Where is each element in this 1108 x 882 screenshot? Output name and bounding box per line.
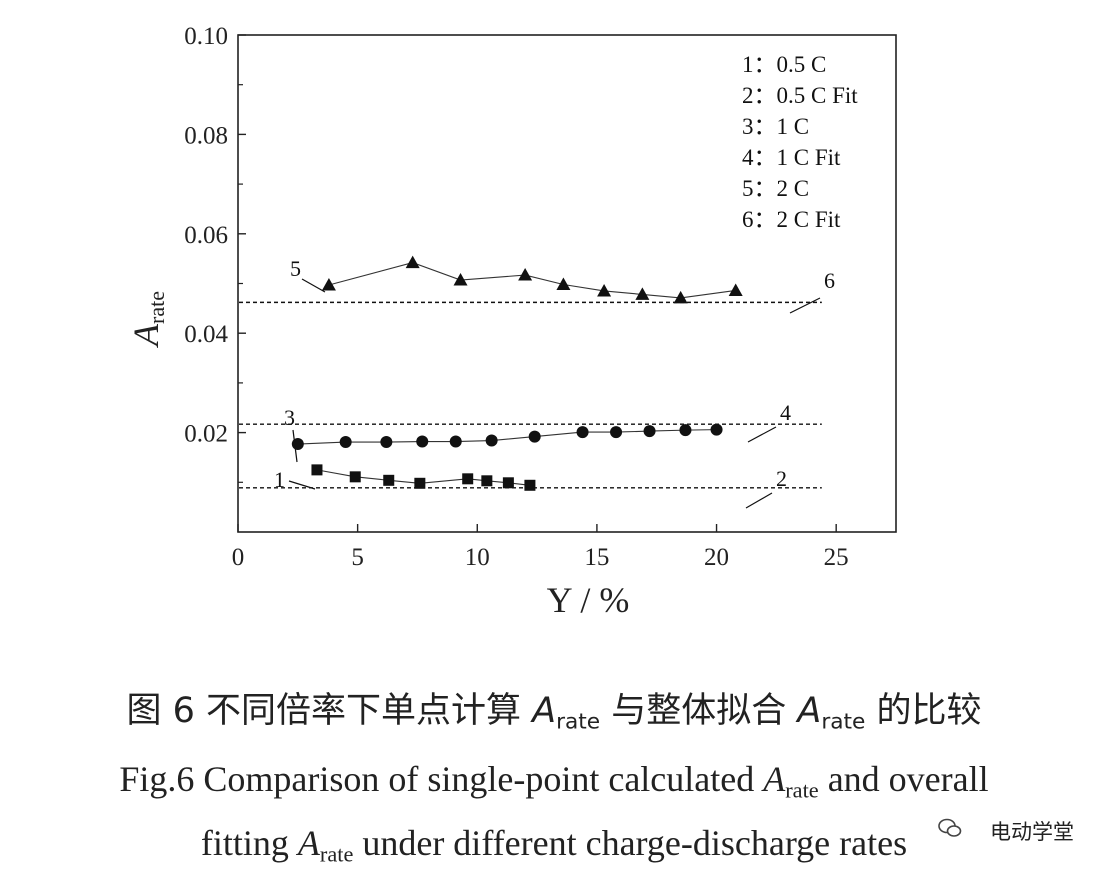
data-point-circle: [380, 436, 393, 449]
legend-entry: 2：0.5 C Fit: [742, 83, 858, 108]
x-tick-label: 25: [824, 544, 849, 571]
x-tick-label: 20: [704, 544, 729, 571]
data-point-triangle: [453, 273, 468, 286]
data-point-circle: [679, 424, 692, 437]
data-point-triangle: [518, 268, 533, 281]
data-point-triangle: [321, 277, 336, 291]
y-tick-label: 0.02: [184, 421, 228, 448]
callout-label-3: 3: [284, 405, 295, 430]
series-line-5: [328, 262, 736, 299]
legend-entry: 1：0.5 C: [742, 52, 826, 77]
y-tick-label: 0.04: [184, 321, 228, 348]
data-point-circle: [416, 435, 429, 448]
data-point-circle: [576, 426, 589, 439]
data-point-circle: [449, 435, 462, 448]
legend-entry: 5：2 C: [742, 176, 809, 201]
data-point-triangle: [673, 290, 688, 304]
plot-area: 0 5 10 15 20 250.020.040.060.080.10Y / %Arate…: [126, 23, 897, 620]
data-point-triangle: [728, 283, 743, 296]
data-point-square: [414, 477, 426, 489]
data-point-square: [462, 473, 474, 485]
caption-english-line2: fitting Arate under different charge-dis…: [200, 823, 908, 867]
data-point-triangle: [556, 277, 571, 290]
wechat-icon: [938, 818, 962, 837]
data-point-triangle: [405, 255, 420, 269]
data-point-square: [311, 464, 323, 476]
data-point-triangle: [597, 283, 612, 297]
data-point-square: [349, 471, 361, 483]
legend-entry: 3：1 C: [742, 114, 809, 139]
callout-arrow-2: [745, 492, 773, 509]
callout-label-2: 2: [776, 466, 787, 491]
caption-english-line1: Fig.6 Comparison of single-point calcula…: [119, 759, 989, 803]
callout-label-5: 5: [290, 256, 301, 281]
data-point-circle: [339, 436, 352, 449]
watermark: 电动学堂: [990, 820, 1074, 844]
callout-arrow-6: [789, 297, 821, 314]
data-point-circle: [710, 423, 723, 436]
chart: 0 5 10 15 20 250.020.040.060.080.10Y / %Arate…: [126, 23, 897, 620]
x-axis-label: Y / %: [547, 580, 630, 620]
callout-arrow-4: [747, 426, 777, 443]
data-point-circle: [643, 425, 656, 438]
x-tick-label: 15: [584, 544, 609, 571]
y-tick-label: 0.08: [184, 122, 228, 149]
callout-label-1: 1: [274, 467, 285, 492]
x-tick-label: 5: [351, 544, 364, 571]
data-point-square: [524, 479, 536, 491]
data-point-circle: [485, 434, 498, 447]
callout-arrow-3: [292, 429, 298, 463]
data-point-circle: [528, 430, 541, 443]
callout-label-6: 6: [824, 268, 835, 293]
plot-frame: [237, 34, 897, 533]
data-point-square: [502, 477, 514, 489]
x-tick-label: 10: [465, 544, 490, 571]
x-tick-label: 0: [232, 544, 245, 571]
y-axis-label: Arate: [126, 291, 169, 348]
callout-arrow-5: [301, 278, 326, 293]
y-tick-label: 0.10: [184, 23, 228, 50]
y-tick-label: 0.06: [184, 222, 228, 249]
data-point-circle: [291, 438, 304, 451]
data-point-square: [383, 474, 395, 486]
data-point-triangle: [635, 287, 650, 300]
caption-chinese: 图 6 不同倍率下单点计算 Arate 与整体拟合 Arate 的比较: [126, 691, 982, 735]
data-point-circle: [610, 426, 623, 439]
legend-entry: 6：2 C Fit: [742, 207, 841, 232]
legend-entry: 4：1 C Fit: [742, 145, 841, 170]
callout-label-4: 4: [780, 400, 791, 425]
callout-arrow-1: [288, 480, 316, 490]
data-point-square: [481, 475, 493, 487]
